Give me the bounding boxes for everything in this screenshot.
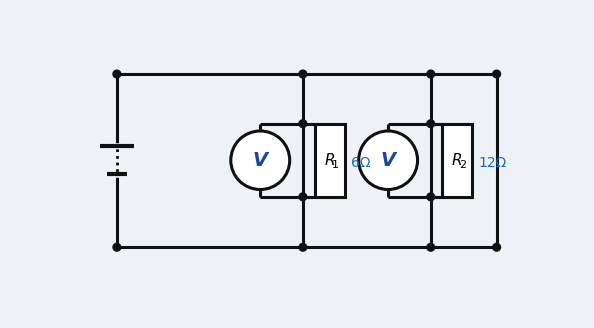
Text: 2: 2 bbox=[459, 160, 466, 170]
Text: 12Ω: 12Ω bbox=[478, 156, 506, 170]
Circle shape bbox=[493, 243, 501, 251]
Circle shape bbox=[299, 120, 307, 128]
Circle shape bbox=[427, 120, 435, 128]
Text: R: R bbox=[452, 153, 462, 168]
Circle shape bbox=[299, 70, 307, 78]
Text: 6Ω: 6Ω bbox=[351, 156, 371, 170]
Circle shape bbox=[299, 193, 307, 201]
Circle shape bbox=[427, 243, 435, 251]
Text: V: V bbox=[252, 151, 268, 170]
Text: R: R bbox=[325, 153, 335, 168]
FancyBboxPatch shape bbox=[443, 124, 472, 197]
Circle shape bbox=[299, 243, 307, 251]
Circle shape bbox=[231, 131, 290, 190]
Circle shape bbox=[113, 70, 121, 78]
Text: 1: 1 bbox=[332, 160, 339, 170]
Circle shape bbox=[359, 131, 418, 190]
Text: V: V bbox=[381, 151, 396, 170]
Circle shape bbox=[427, 70, 435, 78]
Circle shape bbox=[113, 243, 121, 251]
Circle shape bbox=[427, 193, 435, 201]
FancyBboxPatch shape bbox=[315, 124, 345, 197]
Circle shape bbox=[493, 70, 501, 78]
